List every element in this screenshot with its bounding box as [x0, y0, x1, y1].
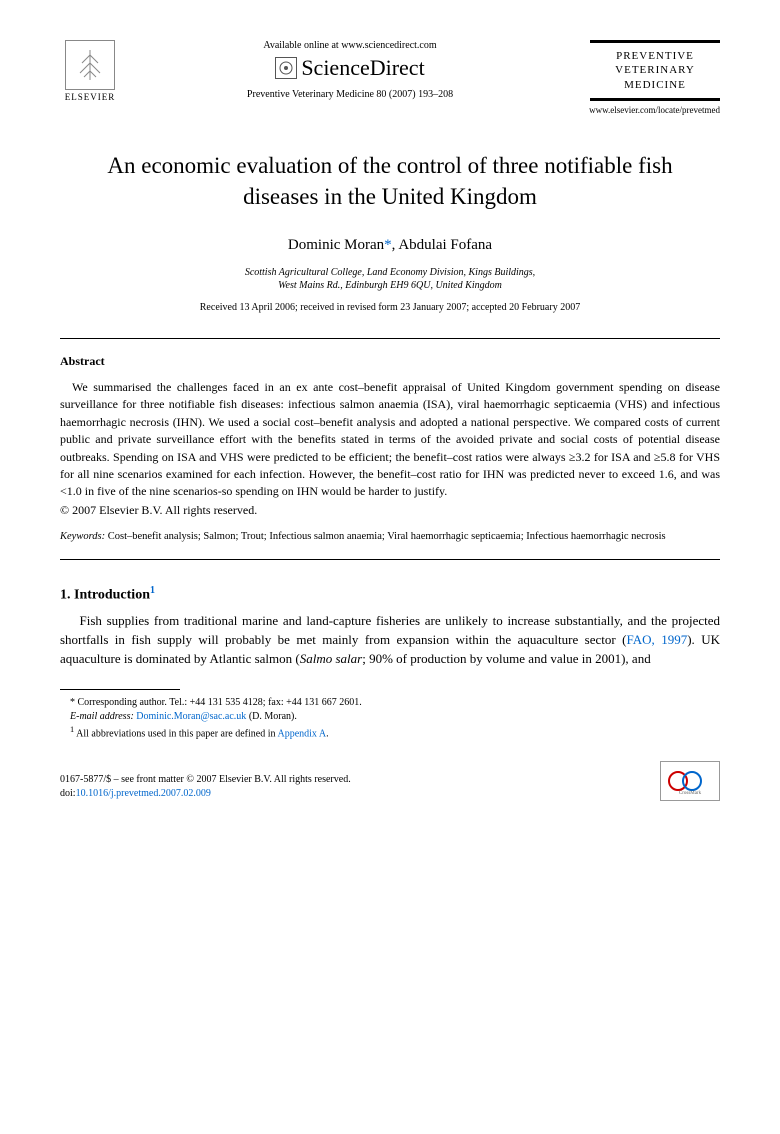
abstract-text: We summarised the challenges faced in an… [60, 379, 720, 501]
journal-reference: Preventive Veterinary Medicine 80 (2007)… [135, 89, 565, 100]
footnote-1-marker: 1 [70, 725, 74, 734]
abstract-heading: Abstract [60, 354, 720, 369]
divider-bottom [60, 559, 720, 560]
issn-line: 0167-5877/$ – see front matter © 2007 El… [60, 773, 351, 787]
email-attribution: (D. Moran). [249, 711, 297, 722]
journal-box-line1: PREVENTIVE [594, 49, 716, 63]
page-footer: 0167-5877/$ – see front matter © 2007 El… [60, 761, 720, 801]
center-header: Available online at www.sciencedirect.co… [120, 40, 580, 100]
section-1-heading: 1. Introduction1 [60, 585, 720, 604]
authors-line: Dominic Moran*, Abdulai Fofana [60, 237, 720, 254]
journal-title-box: PREVENTIVE VETERINARY MEDICINE [590, 40, 720, 101]
intro-text-1: Fish supplies from traditional marine an… [60, 613, 720, 647]
doi-line: doi:10.1016/j.prevetmed.2007.02.009 [60, 787, 351, 801]
elsevier-tree-icon [65, 40, 115, 90]
article-title: An economic evaluation of the control of… [80, 150, 700, 212]
affiliation-line1: Scottish Agricultural College, Land Econ… [60, 266, 720, 279]
author-1: Dominic Moran [288, 237, 384, 253]
available-online-text: Available online at www.sciencedirect.co… [135, 40, 565, 51]
species-name: Salmo salar [300, 651, 362, 666]
doi-link[interactable]: 10.1016/j.prevetmed.2007.02.009 [76, 788, 211, 799]
keywords: Keywords: Cost–benefit analysis; Salmon;… [60, 530, 720, 545]
doi-label: doi: [60, 788, 76, 799]
keywords-text: Cost–benefit analysis; Salmon; Trout; In… [108, 531, 666, 542]
science-direct-text: ScienceDirect [301, 55, 424, 81]
footnote-corresponding: * Corresponding author. Tel.: +44 131 53… [60, 696, 720, 710]
svg-text:CrossMark: CrossMark [679, 791, 702, 796]
section-1-title: 1. Introduction [60, 588, 150, 603]
page-header: ELSEVIER Available online at www.science… [60, 40, 720, 115]
sciencedirect-icon [275, 57, 297, 79]
footnote-email: E-mail address: Dominic.Moran@sac.ac.uk … [60, 710, 720, 724]
elsevier-logo: ELSEVIER [60, 40, 120, 102]
appendix-a-link[interactable]: Appendix A [277, 728, 326, 739]
science-direct-logo: ScienceDirect [135, 55, 565, 81]
journal-box-line3: MEDICINE [594, 78, 716, 92]
abstract-body: We summarised the challenges faced in an… [60, 380, 720, 498]
footnote-1-text: All abbreviations used in this paper are… [76, 728, 277, 739]
email-link[interactable]: Dominic.Moran@sac.ac.uk [136, 711, 246, 722]
corresponding-star: * [70, 697, 75, 708]
crossmark-badge[interactable]: CrossMark [660, 761, 720, 801]
intro-text-3: ; 90% of production by volume and value … [362, 651, 650, 666]
footnote-1: 1 All abbreviations used in this paper a… [60, 724, 720, 741]
article-dates: Received 13 April 2006; received in revi… [60, 302, 720, 313]
corresponding-marker[interactable]: * [384, 237, 392, 253]
abstract-copyright: © 2007 Elsevier B.V. All rights reserved… [60, 503, 720, 518]
affiliation: Scottish Agricultural College, Land Econ… [60, 266, 720, 292]
divider-top [60, 338, 720, 339]
email-label: E-mail address: [70, 711, 134, 722]
footnote-1-link[interactable]: 1 [150, 585, 155, 596]
author-2: Abdulai Fofana [398, 237, 492, 253]
affiliation-line2: West Mains Rd., Edinburgh EH9 6QU, Unite… [60, 279, 720, 292]
footnote-separator [60, 689, 180, 690]
footer-left: 0167-5877/$ – see front matter © 2007 El… [60, 773, 351, 801]
corresponding-text: Corresponding author. Tel.: +44 131 535 … [78, 697, 362, 708]
right-header: PREVENTIVE VETERINARY MEDICINE www.elsev… [580, 40, 720, 115]
journal-url: www.elsevier.com/locate/prevetmed [589, 105, 720, 115]
elsevier-label: ELSEVIER [65, 92, 116, 102]
ref-fao-1997[interactable]: FAO, 1997 [626, 632, 687, 647]
journal-box-line2: VETERINARY [594, 63, 716, 77]
keywords-label: Keywords: [60, 531, 105, 542]
footnote-1-end: . [326, 728, 329, 739]
intro-paragraph: Fish supplies from traditional marine an… [60, 612, 720, 669]
